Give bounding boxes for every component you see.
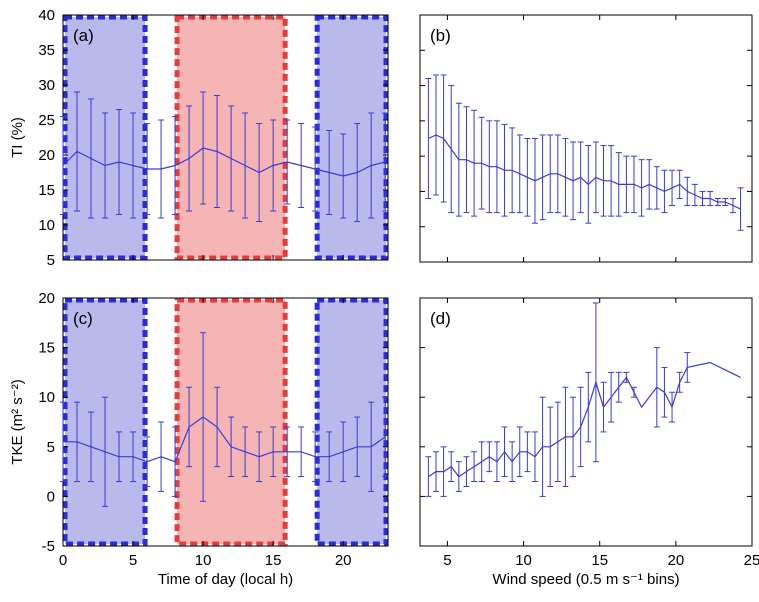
panel-label: (d) [430, 309, 451, 328]
y-tick-label: 30 [38, 77, 55, 94]
x-tick-label: 15 [591, 552, 608, 569]
panel-a: 5 10 15 20 25 30 35 40 (a) TI (%) [9, 7, 389, 269]
series-line [428, 134, 741, 210]
y-tick-label: -5 [42, 538, 55, 555]
plot-frame [419, 14, 753, 263]
x-axis-label: Time of day (local h) [158, 571, 293, 588]
night-shading-region [314, 14, 389, 261]
error-bar [425, 78, 432, 199]
y-tick-label: 0 [47, 488, 55, 505]
y-axis-label: TI (%) [9, 117, 26, 158]
series-line [63, 416, 386, 463]
y-tick-label: 15 [38, 182, 55, 199]
x-tick-label: 20 [668, 552, 685, 569]
x-tick-label: 0 [59, 552, 67, 569]
y-tick-label: 40 [38, 7, 55, 24]
y-tick-label: 10 [38, 389, 55, 406]
y-tick-label: 25 [38, 112, 55, 129]
x-tick-label: 5 [129, 552, 137, 569]
error-bar [382, 396, 389, 478]
plot-frame [419, 297, 753, 547]
x-tick-label: 15 [265, 552, 282, 569]
x-tick-label: 20 [335, 552, 352, 569]
panel-label: (b) [430, 26, 451, 45]
y-tick-label: 5 [47, 252, 55, 269]
panel-label: (a) [73, 26, 94, 45]
panel-label: (c) [73, 309, 93, 328]
series-line [62, 147, 386, 177]
y-tick-label: 15 [38, 340, 55, 357]
night-shading-region [314, 297, 389, 547]
y-tick-label: 20 [38, 290, 55, 307]
y-tick-label: 5 [47, 439, 55, 456]
x-tick-label: 25 [744, 552, 759, 569]
x-tick-label: 10 [515, 552, 532, 569]
series-line [428, 361, 741, 478]
y-tick-label: 35 [38, 42, 55, 59]
panel-b: (b) [419, 14, 753, 263]
y-tick-label: 20 [38, 147, 55, 164]
x-tick-label: 10 [195, 552, 212, 569]
x-tick-label: 5 [443, 552, 451, 569]
panel-d: 5 10 15 20 25 (d) Wind speed (0.5 m s⁻¹ bins) [419, 297, 759, 588]
y-axis-label: TKE (m² s⁻²) [9, 379, 26, 464]
y-tick-label: 10 [38, 217, 55, 234]
x-axis-label: Wind speed (0.5 m s⁻¹ bins) [492, 571, 679, 588]
